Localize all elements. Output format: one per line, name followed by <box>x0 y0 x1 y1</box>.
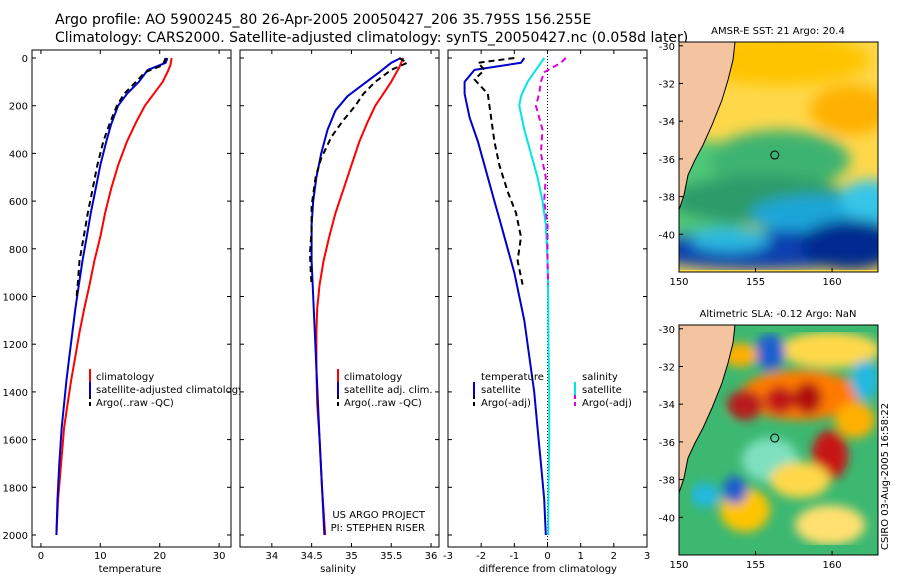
temperature-xtick-label: 20 <box>153 551 166 562</box>
depth-tick-label: 1400 <box>3 388 28 399</box>
salinity-xtick-label: 35 <box>345 551 358 562</box>
sst-map-field <box>679 42 878 272</box>
sla-lon-label: 160 <box>823 560 842 571</box>
difference-xtick-label: 0 <box>544 551 550 562</box>
salinity-series-argo-raw-qc- <box>309 57 409 285</box>
sst-lat-label: -38 <box>659 193 675 204</box>
depth-tick-label: 1000 <box>3 293 28 304</box>
profile-title: Argo profile: AO 5900245_80 26-Apr-2005 … <box>55 12 592 28</box>
sla-lat-label: -30 <box>659 325 675 336</box>
temperature-series-satellite-adjusted-climatology <box>55 57 169 536</box>
salinity-xtick-label: 36 <box>425 551 438 562</box>
sal-legend-label-argo: Argo(..raw -QC) <box>344 398 422 409</box>
sst-argo-location-marker <box>770 150 780 160</box>
difference-series-temperature-satellite <box>463 57 547 536</box>
depth-tick-label: 1200 <box>3 340 28 351</box>
climatology-subtitle: Climatology: CARS2000. Satellite-adjuste… <box>55 30 689 46</box>
sst-lat-label: -34 <box>659 117 675 128</box>
temperature-series-argo-raw-qc- <box>75 57 167 297</box>
sst-lon-label: 155 <box>746 277 765 288</box>
salinity-xtick-label: 34 <box>265 551 278 562</box>
difference-xtick-label: 3 <box>644 551 650 562</box>
temperature-xtick-label: 10 <box>94 551 107 562</box>
salinity-legend: climatology satellite adj. clim. Argo(..… <box>337 369 433 409</box>
legend-label-temp-argo: Argo(-adj) <box>481 398 531 409</box>
legend-label-satellite: satellite-adjusted climatology <box>96 385 244 396</box>
legend-label-argo: Argo(..raw -QC) <box>96 398 174 409</box>
difference-series-salinity-satellite <box>518 57 551 536</box>
salinity-axis-label: salinity <box>320 564 356 575</box>
sla-lon-label: 150 <box>669 560 688 571</box>
salinity-xtick-label: 35.5 <box>380 551 402 562</box>
depth-tick-label: 0 <box>22 54 28 65</box>
difference-xtick-label: -1 <box>509 551 519 562</box>
legend-temperature-heading: temperature <box>481 372 544 383</box>
difference-xtick-label: -2 <box>476 551 486 562</box>
temperature-series-climatology <box>55 57 173 536</box>
difference-xtick-label: 1 <box>577 551 583 562</box>
difference-xtick-label: 2 <box>611 551 617 562</box>
pi-credit: PI: STEPHEN RISER <box>331 523 425 534</box>
sst-map-title: AMSR-E SST: 21 Argo: 20.4 <box>711 26 845 37</box>
depth-tick-label: 1800 <box>3 483 28 494</box>
legend-label-sal-satellite: satellite <box>582 385 622 396</box>
depth-tick-label: 400 <box>9 149 28 160</box>
difference-xtick-label: -3 <box>443 551 453 562</box>
sla-argo-location-marker <box>770 433 780 443</box>
legend-label-temp-satellite: satellite <box>481 385 521 396</box>
depth-tick-label: 600 <box>9 197 28 208</box>
sal-legend-label-satellite: satellite adj. clim. <box>344 385 433 396</box>
sla-lat-label: -34 <box>659 400 675 411</box>
sst-coastline <box>679 42 736 211</box>
sla-coastline <box>679 325 736 494</box>
legend-label-climatology: climatology <box>96 372 154 383</box>
salinity-xtick-label: 34.5 <box>301 551 323 562</box>
project-credit: US ARGO PROJECT <box>332 510 426 521</box>
sst-lat-label: -36 <box>659 155 675 166</box>
sla-lat-label: -32 <box>659 362 675 373</box>
sla-map-field <box>679 325 878 555</box>
sla-lat-label: -38 <box>659 476 675 487</box>
temperature-axis-label: temperature <box>99 564 162 575</box>
temperature-xtick-label: 30 <box>213 551 226 562</box>
difference-series-salinity-argo-adj- <box>534 57 567 285</box>
depth-tick-label: 800 <box>9 245 28 256</box>
sla-lat-label: -36 <box>659 438 675 449</box>
temperature-xtick-label: 0 <box>38 551 44 562</box>
sal-legend-label-climatology: climatology <box>344 372 402 383</box>
sst-lon-label: 150 <box>669 277 688 288</box>
sst-lat-label: -30 <box>659 42 675 53</box>
sla-lat-label: -40 <box>659 513 675 524</box>
depth-tick-label: 2000 <box>3 531 28 542</box>
difference-legend: temperature satellite Argo(-adj) salinit… <box>473 372 632 409</box>
sla-map-title: Altimetric SLA: -0.12 Argo: NaN <box>700 309 857 320</box>
sst-lat-label: -40 <box>659 230 675 241</box>
sst-lon-label: 160 <box>823 277 842 288</box>
salinity-plot-frame <box>239 49 440 548</box>
legend-salinity-heading: salinity <box>582 372 618 383</box>
difference-axis-label: difference from climatology <box>479 564 617 575</box>
sla-lon-label: 155 <box>746 560 765 571</box>
sst-lat-label: -32 <box>659 79 675 90</box>
legend-label-sal-argo: Argo(-adj) <box>582 398 632 409</box>
creation-stamp: CSIRO 03-Aug-2005 16:58:22 <box>880 402 891 550</box>
depth-tick-label: 1600 <box>3 436 28 447</box>
temperature-legend: climatology satellite-adjusted climatolo… <box>89 369 244 409</box>
depth-tick-label: 200 <box>9 102 28 113</box>
